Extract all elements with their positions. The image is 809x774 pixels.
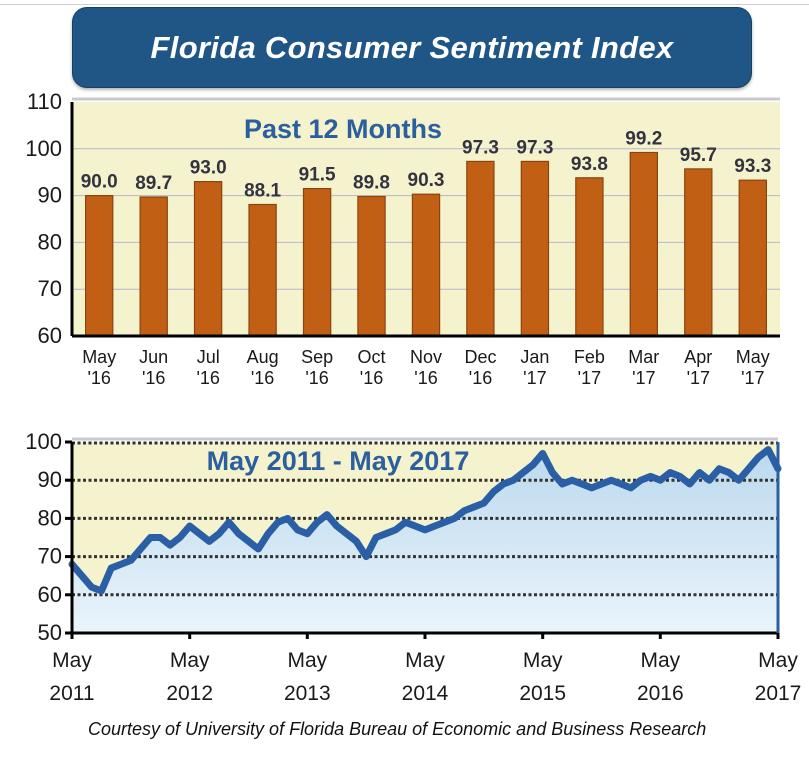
svg-text:2015: 2015 (519, 682, 566, 700)
svg-text:2016: 2016 (637, 682, 684, 700)
svg-text:60: 60 (38, 582, 62, 607)
svg-text:May: May (52, 649, 92, 672)
svg-text:May: May (287, 649, 327, 672)
svg-text:May: May (640, 649, 680, 672)
svg-text:100: 100 (25, 429, 62, 454)
svg-text:2013: 2013 (284, 682, 331, 700)
svg-text:2011: 2011 (49, 682, 94, 700)
svg-text:May: May (523, 649, 563, 672)
svg-text:2014: 2014 (402, 682, 449, 700)
svg-text:May: May (758, 649, 798, 672)
svg-text:May: May (405, 649, 445, 672)
svg-text:80: 80 (38, 505, 62, 530)
svg-text:2012: 2012 (166, 682, 213, 700)
svg-text:2017: 2017 (755, 682, 802, 700)
svg-text:May 2011 - May 2017: May 2011 - May 2017 (207, 446, 470, 476)
svg-text:50: 50 (38, 620, 62, 645)
svg-text:70: 70 (38, 544, 62, 569)
svg-text:90: 90 (38, 467, 62, 492)
svg-text:May: May (170, 649, 210, 672)
